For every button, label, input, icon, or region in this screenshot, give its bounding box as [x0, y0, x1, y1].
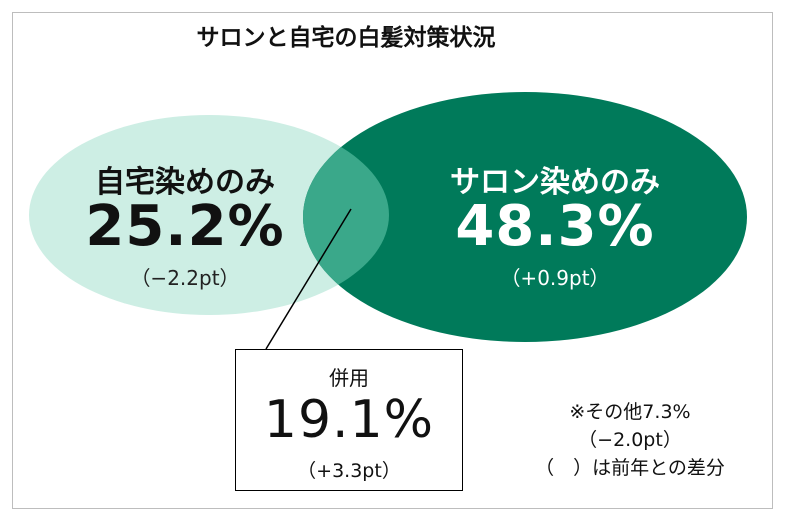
- home-only-label: 自宅染めのみ: [95, 165, 275, 200]
- combined-callout-box: 併用 19.1% （+3.3pt）: [235, 349, 463, 491]
- home-only-value: 25.2%: [85, 194, 285, 259]
- difference-note: （ ）は前年との差分: [535, 457, 725, 479]
- diagram-title: サロンと自宅の白髪対策状況: [196, 25, 496, 51]
- combined-value: 19.1%: [263, 390, 435, 450]
- salon-only-change: （+0.9pt）: [500, 266, 610, 290]
- combined-leader-line: [265, 208, 352, 350]
- home-circle: [29, 115, 389, 315]
- salon-only-label: サロン染めのみ: [450, 165, 660, 200]
- figure-frame: [12, 12, 773, 509]
- salon-circle: [303, 92, 747, 342]
- other-label: ※その他7.3%: [569, 401, 691, 423]
- combined-label: 併用: [329, 366, 369, 390]
- combined-change: （+3.3pt）: [297, 460, 401, 482]
- other-change: （−2.0pt）: [578, 429, 682, 451]
- home-only-change: （−2.2pt）: [130, 266, 240, 290]
- salon-only-value: 48.3%: [455, 194, 655, 259]
